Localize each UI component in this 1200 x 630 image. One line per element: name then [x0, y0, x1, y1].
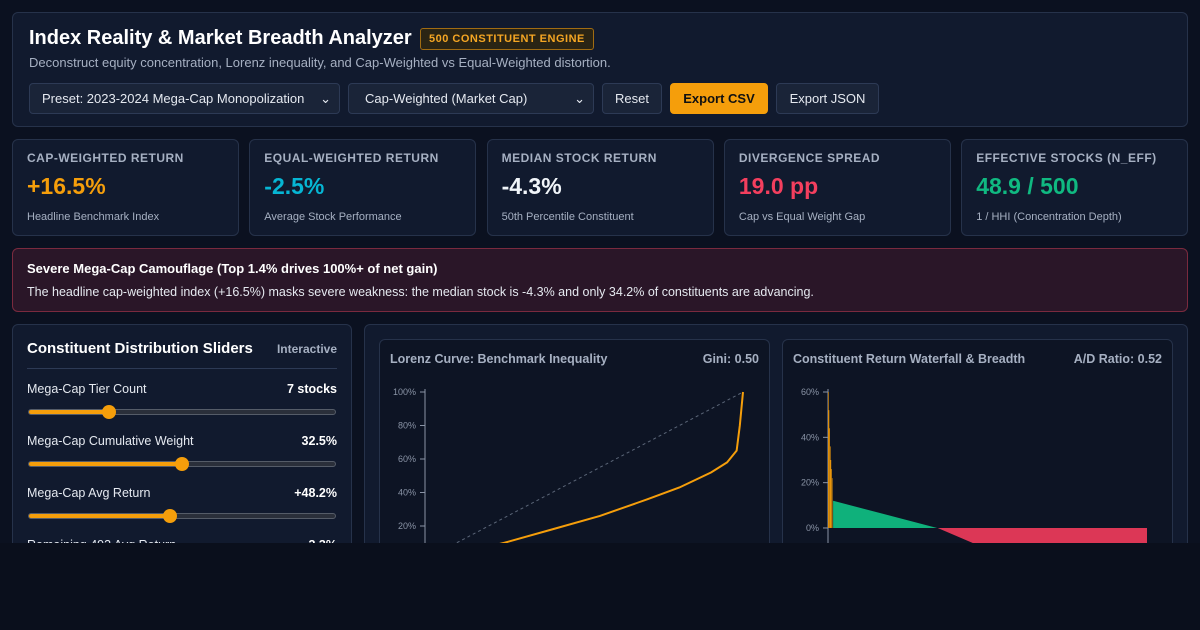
kpi-note: 50th Percentile Constituent — [501, 211, 634, 223]
kpi-value: +16.5% — [27, 173, 106, 199]
chevron: ⌄ — [320, 91, 331, 106]
slider-value: 7 stocks — [286, 382, 337, 396]
kpi-card — [961, 139, 1189, 236]
slider-label: Mega-Cap Tier Count — [27, 382, 147, 396]
kpi-value: -2.5% — [264, 173, 325, 199]
mega-cap-bar — [829, 446, 831, 528]
y-tick-label: 20% — [801, 478, 819, 488]
decliners-area — [937, 527, 1147, 543]
y-tick-label: 20% — [398, 521, 416, 531]
slider-track[interactable] — [28, 509, 336, 523]
y-tick-label: 0% — [806, 523, 819, 533]
y-tick-label: 100% — [393, 387, 416, 397]
slider-track[interactable] — [28, 405, 336, 419]
export-json-button[interactable]: Export JSON — [776, 83, 879, 114]
slider-thumb[interactable] — [175, 457, 189, 471]
chart-title: Constituent Return Waterfall & Breadth — [793, 352, 1025, 366]
y-tick-label: 40% — [398, 488, 416, 498]
preset-text: Preset: 2023-2024 Mega-Cap Monopolizatio… — [42, 91, 305, 106]
chart-stat: Gini: 0.50 — [703, 352, 759, 366]
charts: Lorenz Curve: Benchmark Inequality Gini: … — [390, 352, 1162, 543]
kpi-note: Headline Benchmark Index — [27, 211, 160, 223]
y-tick-label: 60% — [801, 387, 819, 397]
kpi-value: 19.0 pp — [738, 173, 819, 199]
kpi-note: Average Stock Performance — [264, 211, 402, 223]
kpi-card — [12, 139, 239, 236]
y-tick-label: 60% — [398, 454, 416, 464]
chart-title: Lorenz Curve: Benchmark Inequality — [390, 352, 607, 366]
kpi-label: EQUAL-WEIGHTED RETURN — [264, 151, 439, 165]
mega-cap-bar — [828, 392, 829, 528]
slider-thumb[interactable] — [101, 405, 116, 419]
kpi-card — [249, 139, 477, 236]
lorenz-curve — [499, 391, 744, 543]
subtitle: Deconstruct equity concentration, Lorenz… — [29, 55, 611, 70]
mega-cap-bar — [831, 469, 832, 528]
kpi-label: EFFECTIVE STOCKS (N_EFF) — [976, 151, 1157, 165]
kpi-label: MEDIAN STOCK RETURN — [501, 151, 657, 165]
weighting-text: Cap-Weighted (Market Cap) — [365, 91, 528, 106]
mega-cap-bar — [829, 428, 830, 528]
mega-cap-bar — [828, 410, 830, 528]
app-title: Index Reality & Market Breadth Analyzer — [29, 27, 412, 49]
kpi-card — [723, 139, 951, 236]
kpi-value: -4.3% — [501, 173, 562, 199]
slider-tag: Interactive — [276, 342, 337, 356]
mega-cap-bar — [830, 459, 832, 528]
slider-label: Mega-Cap Cumulative Weight — [27, 434, 194, 448]
kpi-note: Cap vs Equal Weight Gap — [738, 211, 866, 223]
alert-text: The headline cap-weighted index (+16.5%)… — [27, 285, 814, 299]
y-tick-label: 40% — [801, 432, 819, 442]
kpi-note: 1 / HHI (Concentration Depth) — [976, 211, 1122, 223]
kpi-label: DIVERGENCE SPREAD — [738, 151, 881, 165]
slider-panel — [12, 324, 352, 543]
chart-stat: A/D Ratio: 0.52 — [1074, 352, 1162, 366]
slider-fill — [29, 514, 170, 518]
badge: 500 CONSTITUENT ENGINE — [420, 28, 594, 50]
mega-cap-bar — [831, 478, 833, 528]
slider-value: -3.3% — [304, 538, 337, 543]
advancers-area — [833, 500, 938, 528]
export-csv-button[interactable]: Export CSV — [670, 83, 768, 114]
slider-title: Constituent Distribution Sliders — [27, 340, 253, 357]
reset-button[interactable]: Reset — [602, 83, 662, 114]
slider-thumb[interactable] — [162, 509, 177, 523]
slider-fill — [29, 462, 182, 466]
kpi-value: 48.9 / 500 — [976, 173, 1079, 199]
slider-value: 32.5% — [301, 434, 337, 448]
slider-label: Mega-Cap Avg Return — [27, 486, 151, 500]
divider — [27, 368, 337, 369]
kpi-card — [486, 139, 714, 236]
slider-track[interactable] — [28, 457, 336, 471]
viewport: Index Reality & Market Breadth Analyzer … — [12, 12, 1189, 543]
preset-select[interactable]: Preset: 2023-2024 Mega-Cap Monopolizatio… — [29, 83, 340, 114]
slider-fill — [29, 410, 109, 414]
weighting-select[interactable]: Cap-Weighted (Market Cap) ⌄ — [348, 83, 594, 114]
y-tick-label: 80% — [398, 421, 416, 431]
slider-label: Remaining 493 Avg Return — [27, 538, 176, 543]
alert-title: Severe Mega-Cap Camouflage (Top 1.4% dri… — [27, 261, 438, 276]
slider-value: +48.2% — [294, 486, 337, 500]
chevron: ⌄ — [574, 91, 585, 106]
kpi-label: CAP-WEIGHTED RETURN — [27, 151, 184, 165]
alert-panel — [12, 248, 1188, 312]
lorenz-card — [379, 339, 770, 543]
